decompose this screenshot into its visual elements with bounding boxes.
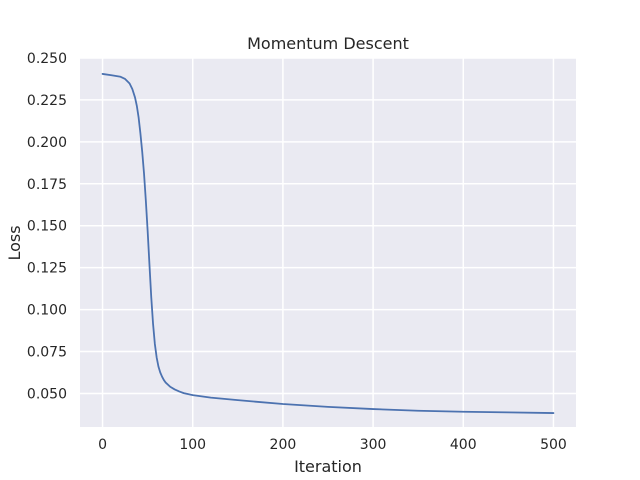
loss-line: [101, 73, 555, 414]
y-axis-label: Loss: [5, 225, 24, 260]
x-tick-labels: 0 100 200 300 400 500: [98, 437, 567, 453]
y-tick-label: 0.200: [27, 135, 67, 151]
y-tick-label: 0.150: [27, 219, 67, 235]
x-tick-label: 400: [450, 437, 477, 453]
y-tick-label: 0.175: [27, 177, 67, 193]
y-tick-label: 0.125: [27, 261, 67, 277]
y-tick-labels: 0.050 0.075 0.100 0.125 0.150 0.175 0.200 0.225…: [27, 51, 67, 402]
grid: [80, 57, 576, 427]
y-tick-label: 0.225: [27, 93, 67, 109]
y-tick-label: 0.100: [27, 303, 67, 319]
chart-title: Momentum Descent: [247, 34, 409, 53]
series-group: [101, 73, 555, 414]
x-tick-label: 300: [360, 437, 387, 453]
x-tick-label: 500: [540, 437, 567, 453]
y-tick-label: 0.075: [27, 345, 67, 361]
plot-background: [80, 58, 576, 427]
y-tick-label: 0.250: [27, 51, 67, 67]
x-tick-label: 0: [98, 437, 107, 453]
x-tick-label: 200: [270, 437, 297, 453]
x-tick-label: 100: [179, 437, 206, 453]
y-tick-label: 0.050: [27, 386, 67, 402]
x-axis-label: Iteration: [294, 457, 362, 476]
